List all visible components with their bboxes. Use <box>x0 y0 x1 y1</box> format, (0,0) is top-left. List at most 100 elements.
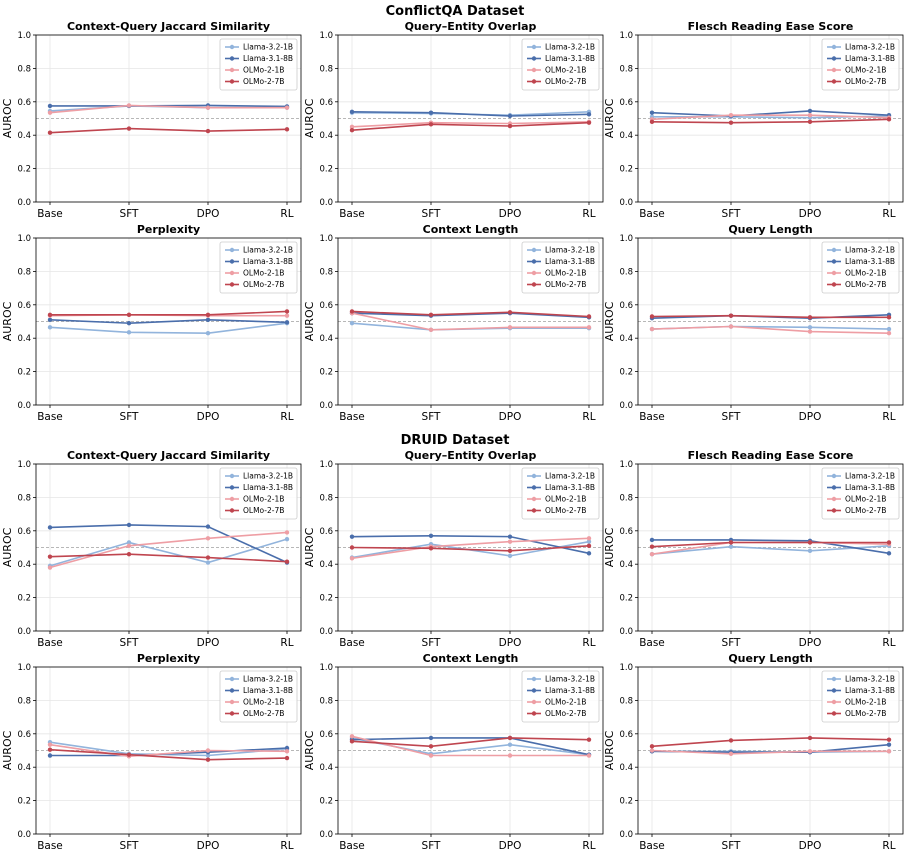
x-tick-label: DPO <box>499 840 522 852</box>
data-point <box>205 312 211 318</box>
data-point <box>728 324 734 329</box>
data-point <box>47 110 53 115</box>
panel-title: Query Length <box>728 223 812 236</box>
series-line <box>651 110 890 117</box>
legend-swatch-marker <box>229 676 235 682</box>
series-line <box>651 325 890 334</box>
y-tick-label: 0.6 <box>319 301 333 311</box>
plot-frame <box>637 463 904 632</box>
x-tick-label: SFT <box>722 208 742 220</box>
series-line <box>351 737 590 748</box>
legend-label: OLMo-2-7B <box>845 280 886 289</box>
data-point <box>428 110 434 115</box>
panel-title: Context Length <box>423 652 519 665</box>
legend-swatch-marker <box>229 496 235 502</box>
legend-label: OLMo-2-7B <box>243 709 284 718</box>
x-tick-label: Base <box>639 208 665 220</box>
data-point <box>728 544 734 549</box>
data-point <box>428 122 434 127</box>
chart-panel: 0.0 0.2 0.4 0.6 0.8 1.0 Base SFT DPO RL AUROC Query… <box>303 449 604 649</box>
legend-box <box>521 241 600 294</box>
data-point <box>649 551 655 557</box>
data-point <box>205 560 211 565</box>
data-point <box>807 315 813 320</box>
dataset-title-druid: DRUID Dataset <box>401 433 510 448</box>
data-point <box>807 108 813 114</box>
plot-frame <box>35 237 302 406</box>
y-tick-label: 0.8 <box>319 696 333 706</box>
x-tick-label: DPO <box>799 637 822 649</box>
y-tick-label: 0.8 <box>319 267 333 277</box>
x-tick-label: RL <box>582 411 595 423</box>
legend-label: OLMo-2-7B <box>545 77 586 86</box>
y-tick-label: 1.0 <box>619 663 633 673</box>
data-point <box>807 540 813 545</box>
data-point <box>507 534 513 539</box>
legend-label: OLMo-2-1B <box>545 495 586 504</box>
y-tick-label: 0.4 <box>17 131 31 141</box>
legend-label: OLMo-2-7B <box>545 506 586 515</box>
data-point <box>284 755 290 761</box>
y-tick-label: 0.8 <box>17 696 31 706</box>
plot-frame <box>337 666 604 835</box>
y-tick-label: 0.2 <box>17 797 31 807</box>
x-tick-label: SFT <box>422 637 442 649</box>
data-point <box>47 325 53 330</box>
data-point <box>284 536 290 542</box>
x-tick-label: RL <box>882 840 895 852</box>
legend-label: Llama-3.1-8B <box>845 257 895 266</box>
x-tick-label: SFT <box>722 637 742 649</box>
series-line <box>49 553 288 563</box>
legend-label: Llama-3.1-8B <box>545 257 595 266</box>
x-tick-label: RL <box>582 840 595 852</box>
data-point <box>886 330 892 336</box>
y-tick-label: 0.6 <box>17 98 31 108</box>
series-line <box>651 118 890 124</box>
legend-label: OLMo-2-1B <box>243 269 284 278</box>
x-tick-label: SFT <box>120 411 140 423</box>
legend-box <box>219 467 298 520</box>
data-point <box>126 551 132 557</box>
y-tick-label: 0.2 <box>17 594 31 604</box>
data-point <box>807 548 813 554</box>
y-tick-label: 1.0 <box>319 460 333 470</box>
x-tick-label: SFT <box>722 411 742 423</box>
panel-title: Context-Query Jaccard Similarity <box>67 20 270 33</box>
legend-label: OLMo-2-1B <box>545 698 586 707</box>
data-point <box>126 540 132 545</box>
legend-label: Llama-3.2-1B <box>243 675 293 684</box>
legend-swatch-marker <box>229 56 235 61</box>
data-point <box>47 103 53 109</box>
data-point <box>649 544 655 549</box>
legend-swatch-marker <box>229 270 235 276</box>
data-point <box>205 524 211 529</box>
series-line <box>652 539 890 555</box>
dataset-title-conflictqa: ConflictQA Dataset <box>386 4 525 19</box>
y-tick-label: 0.6 <box>319 730 333 740</box>
data-point <box>807 329 813 334</box>
data-point <box>205 757 211 762</box>
legend-label: OLMo-2-7B <box>243 280 284 289</box>
legend-label: Llama-3.1-8B <box>243 54 293 63</box>
series-line <box>351 312 589 331</box>
x-tick-label: Base <box>339 840 365 852</box>
legend-swatch-marker <box>531 496 537 502</box>
legend-swatch-marker <box>831 270 837 276</box>
x-tick-label: DPO <box>799 840 822 852</box>
y-tick-label: 0.8 <box>17 493 31 503</box>
series-line <box>351 737 590 756</box>
legend-swatch-marker <box>831 259 837 264</box>
y-tick-label: 0.4 <box>17 334 31 344</box>
legend-label: OLMo-2-7B <box>845 709 886 718</box>
y-tick-label: 1.0 <box>319 663 333 673</box>
series-line <box>651 545 890 555</box>
data-point <box>126 330 132 335</box>
y-tick-label: 0.2 <box>619 594 633 604</box>
y-axis-label: AUROC <box>1 527 14 567</box>
series-line <box>49 741 288 757</box>
legend-label: Llama-3.1-8B <box>243 257 293 266</box>
x-tick-label: SFT <box>722 840 742 852</box>
series-line <box>351 310 590 318</box>
plot-frame <box>337 463 604 632</box>
data-point <box>586 536 592 541</box>
